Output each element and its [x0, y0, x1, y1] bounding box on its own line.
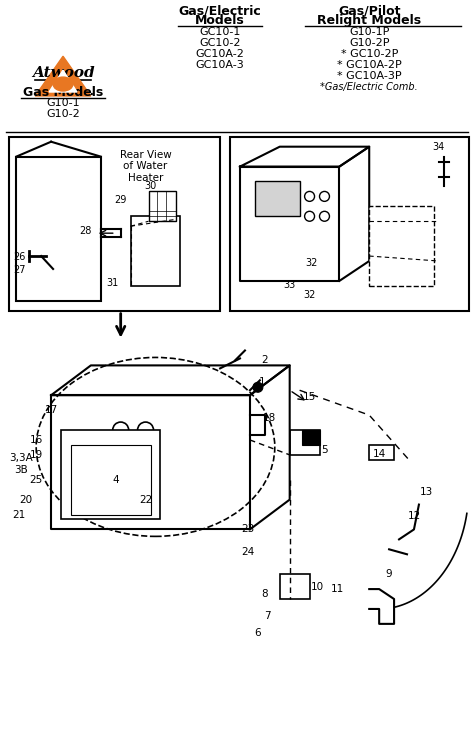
Text: GC10A-3: GC10A-3 [196, 60, 245, 70]
Text: G10-2P: G10-2P [349, 38, 390, 49]
Text: 3,3A: 3,3A [9, 453, 33, 463]
Circle shape [253, 382, 263, 392]
Text: 30: 30 [145, 182, 156, 191]
Bar [301, 430, 319, 445]
Text: 12: 12 [407, 511, 420, 520]
Bar [61, 430, 161, 520]
Text: *Gas/Electric Comb.: *Gas/Electric Comb. [320, 82, 418, 92]
Text: 13: 13 [420, 486, 434, 497]
Text: 33: 33 [283, 280, 296, 290]
Text: Gas/Pilot: Gas/Pilot [338, 4, 401, 18]
Bar [230, 137, 469, 311]
Text: 10: 10 [311, 582, 324, 592]
Text: 22: 22 [139, 495, 152, 505]
Bar [71, 445, 151, 514]
Text: 16: 16 [29, 435, 43, 445]
Bar [255, 182, 300, 216]
Text: 4: 4 [112, 475, 119, 485]
Bar [369, 445, 394, 460]
Text: 24: 24 [241, 548, 255, 557]
Bar [290, 430, 319, 455]
Text: * GC10A-2P: * GC10A-2P [337, 60, 401, 70]
Text: 5: 5 [321, 445, 328, 455]
Text: Rear View
of Water
Heater: Rear View of Water Heater [119, 149, 172, 183]
Text: G10-2: G10-2 [46, 109, 80, 118]
Text: .: . [90, 87, 94, 97]
Text: 19: 19 [29, 450, 43, 460]
Text: 14: 14 [373, 449, 386, 459]
Text: 21: 21 [13, 509, 26, 520]
Bar [280, 574, 310, 599]
Text: 20: 20 [20, 495, 33, 505]
Text: 32: 32 [303, 290, 316, 300]
Text: G10-1: G10-1 [46, 98, 80, 108]
Text: Models: Models [195, 15, 245, 27]
Text: Atwood: Atwood [32, 66, 94, 80]
Text: 34: 34 [433, 141, 445, 152]
Text: 1: 1 [258, 378, 265, 387]
Text: 3B: 3B [14, 464, 28, 475]
Text: 28: 28 [80, 226, 92, 236]
Text: * GC10A-3P: * GC10A-3P [337, 71, 401, 81]
Polygon shape [49, 70, 77, 92]
Text: 23: 23 [241, 525, 255, 534]
Text: 17: 17 [45, 405, 58, 415]
Text: GC10A-2: GC10A-2 [196, 49, 245, 59]
Text: GC10-1: GC10-1 [200, 27, 241, 38]
Text: 9: 9 [386, 569, 392, 579]
Text: 6: 6 [255, 628, 261, 638]
Text: G10-1P: G10-1P [349, 27, 390, 38]
Text: 27: 27 [13, 265, 26, 275]
Text: 32: 32 [305, 258, 318, 268]
Text: 15: 15 [303, 392, 316, 402]
Text: 7: 7 [264, 611, 271, 621]
Text: 11: 11 [331, 584, 344, 594]
Text: 18: 18 [263, 413, 276, 423]
Text: 2: 2 [262, 355, 268, 366]
Text: 25: 25 [29, 475, 43, 485]
Text: 29: 29 [115, 195, 127, 205]
Text: 31: 31 [107, 278, 119, 288]
Text: * GC10-2P: * GC10-2P [340, 49, 398, 59]
Bar [369, 206, 434, 286]
Text: Relight Models: Relight Models [317, 15, 421, 27]
Polygon shape [35, 56, 91, 96]
Text: 8: 8 [262, 589, 268, 599]
Text: Gas Models: Gas Models [23, 86, 103, 99]
Text: GC10-2: GC10-2 [200, 38, 241, 49]
Bar [9, 137, 220, 311]
Text: Gas/Electric: Gas/Electric [179, 4, 262, 18]
Text: 26: 26 [13, 252, 26, 262]
Bar [148, 191, 176, 222]
Ellipse shape [53, 77, 73, 91]
Bar [131, 216, 180, 286]
